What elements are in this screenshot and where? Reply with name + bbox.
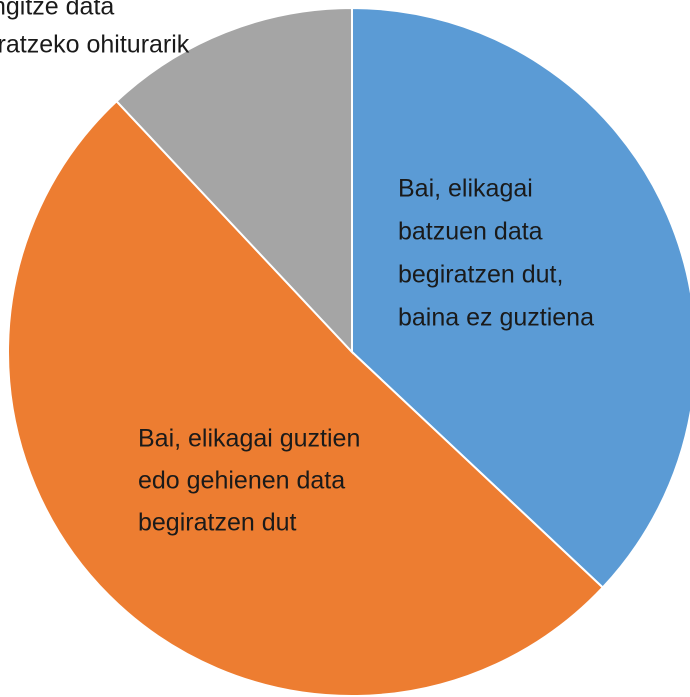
slice-label: batzuen data	[398, 218, 543, 246]
slice-label: edo gehienen data	[138, 467, 345, 495]
pie-slice	[351, 6, 690, 589]
slice-label: baina ez guztiena	[398, 304, 594, 332]
pie-slice	[115, 6, 353, 355]
slice-label: begiratzen dut	[138, 509, 297, 537]
slice-label: iratzeko ohiturarik	[0, 31, 190, 59]
pie-slice	[7, 99, 605, 697]
slice-label: Bai, elikagai	[398, 175, 533, 203]
slice-label: ngitze data	[0, 0, 114, 21]
slice-label: begiratzen dut,	[398, 261, 563, 289]
slice-label: Bai, elikagai guztien	[138, 425, 360, 453]
